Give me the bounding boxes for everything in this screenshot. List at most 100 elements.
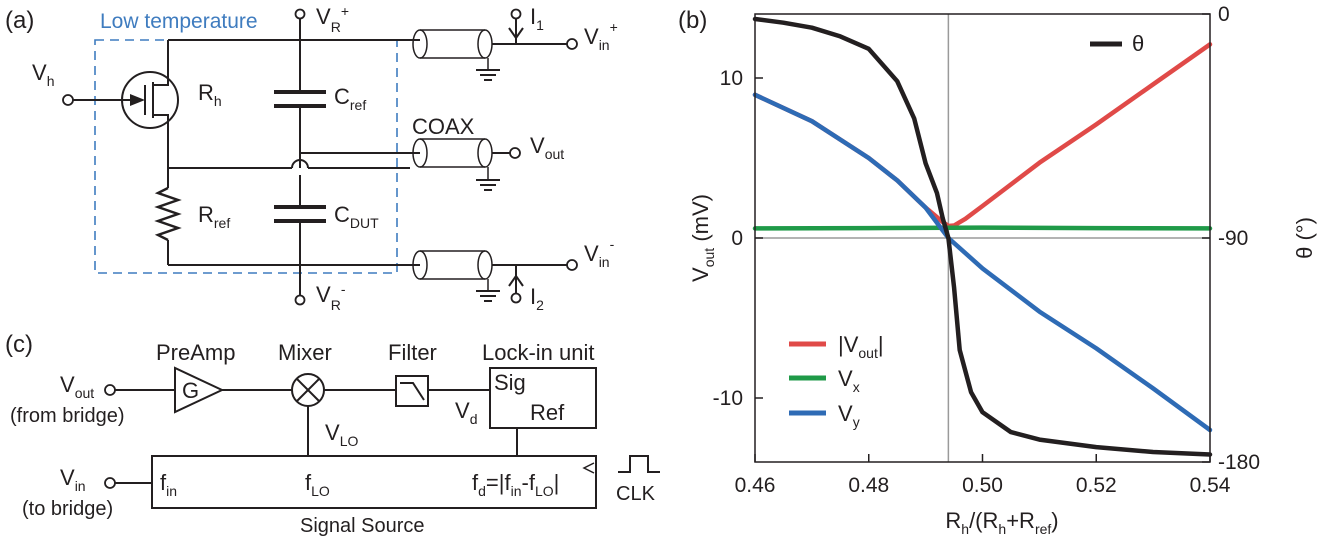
svg-text:G: G	[182, 378, 199, 403]
preamp-symbol: G	[174, 366, 225, 414]
svg-text:VR-: VR-	[316, 281, 346, 313]
rref-label: R	[198, 202, 214, 227]
svg-text:fin: fin	[160, 470, 177, 499]
x-tick-label: 0.50	[962, 474, 1003, 497]
vr-plus-label: V	[316, 4, 331, 29]
x-tick-label: 0.46	[735, 474, 776, 497]
rh-label: R	[198, 80, 214, 105]
lockin-unit-box	[489, 367, 597, 429]
cref-label: C	[334, 84, 350, 109]
clk-input-arrow	[582, 462, 595, 474]
svg-text:Rref: Rref	[198, 202, 230, 231]
legend-theta: θ	[1090, 31, 1144, 56]
svg-text:Vout: Vout	[530, 133, 564, 162]
signal-source-label: Signal Source	[300, 515, 425, 537]
legend-item-vy: Vy	[789, 401, 860, 430]
low-temperature-region	[94, 39, 398, 274]
legend-main: |Vout| Vx Vy	[789, 332, 884, 430]
y2-tick-label: -90	[1218, 227, 1248, 250]
filter-symbol	[395, 375, 429, 407]
capacitor-cref-symbol	[274, 40, 326, 168]
i1-label: I	[530, 4, 536, 29]
mixer-symbol	[291, 373, 325, 407]
y-axis-label: Vout (mV)	[688, 194, 717, 282]
svg-text:Vd: Vd	[455, 398, 477, 427]
plot-area	[752, 13, 1213, 463]
low-temperature-label: Low temperature	[100, 10, 258, 33]
coax-label: COAX	[412, 114, 475, 139]
svg-text:Rh: Rh	[198, 80, 222, 109]
flo-label: f	[305, 470, 312, 495]
vin-plus-label: V	[584, 24, 599, 49]
svg-text:CDUT: CDUT	[334, 202, 379, 231]
svg-text:|Vout|: |Vout|	[838, 332, 884, 361]
lockin-vin-terminal	[104, 477, 116, 489]
svg-text:Vin-: Vin-	[584, 236, 615, 270]
ref-label: Ref	[530, 400, 565, 425]
sig-label: Sig	[494, 370, 526, 395]
svg-text:Cref: Cref	[334, 84, 366, 113]
svg-text:I2: I2	[530, 284, 544, 313]
series-line-vx	[752, 225, 1213, 231]
vin-minus-terminal	[566, 259, 578, 271]
i2-terminal	[510, 292, 522, 304]
panel-a-label: (a)	[5, 7, 34, 34]
x-tick-label: 0.48	[848, 474, 889, 497]
svg-text:Vin: Vin	[60, 465, 86, 494]
y-tick-label: 0	[731, 227, 743, 250]
from-bridge-label: (from bridge)	[10, 405, 124, 427]
svg-text:fd=|fin-fLO|: fd=|fin-fLO|	[472, 470, 559, 499]
y2-axis-label: θ (°)	[1292, 217, 1317, 259]
legend-item-vx: Vx	[789, 366, 860, 395]
capacitor-cdut-symbol	[274, 175, 326, 265]
vh-label: V	[32, 60, 47, 85]
vr-minus-terminal	[294, 294, 306, 306]
svg-text:VR+: VR+	[316, 3, 349, 35]
vr-plus-terminal	[294, 8, 306, 20]
svg-text:Vout: Vout	[60, 372, 94, 401]
y2-tick-label: -180	[1218, 451, 1260, 474]
vh-terminal	[62, 94, 74, 106]
i1-terminal	[510, 8, 522, 20]
coax-cable-bottom	[412, 250, 568, 302]
svg-text:fLO: fLO	[305, 470, 330, 499]
svg-text:Vy: Vy	[838, 401, 860, 430]
transistor-rh-symbol	[121, 40, 179, 168]
cdut-label: C	[334, 202, 350, 227]
panel-b: (b) 0.46 0.48 0.50 0.52 0.54 10 0 -10 0 -90 -180 V…	[678, 3, 1317, 537]
svg-text:I1: I1	[530, 4, 544, 33]
svg-text:VLO: VLO	[325, 420, 358, 449]
lockin-vout-label: V	[60, 372, 75, 397]
series-line-vout	[752, 42, 1213, 229]
panel-c: (c) PreAmp Mixer Filter Lock-in unit Vou…	[5, 331, 660, 537]
axis-ticks: 0.46 0.48 0.50 0.52 0.54 10 0 -10 0 -90 -180	[713, 3, 1260, 497]
y2-tick-label: 0	[1218, 3, 1230, 26]
mixer-label: Mixer	[278, 340, 332, 365]
vlo-label: V	[325, 420, 340, 445]
preamp-label: PreAmp	[156, 340, 235, 365]
panel-a: (a) Low temperature Vh Rh Rref VR+	[5, 3, 618, 313]
legend-item-vout: |Vout|	[789, 332, 884, 361]
panel-c-label: (c)	[5, 331, 33, 358]
y-tick-label: 10	[720, 67, 743, 90]
legend-theta-label: θ	[1132, 31, 1144, 56]
fin-label: f	[160, 470, 167, 495]
vr-minus-label: V	[316, 282, 331, 307]
lockin-vin-label: V	[60, 465, 75, 490]
vd-label: V	[455, 398, 470, 423]
filter-label: Filter	[388, 340, 437, 365]
y-tick-label: -10	[713, 387, 743, 410]
series-line-theta	[752, 16, 1213, 457]
fd-label: f	[472, 470, 479, 495]
coax-cable-middle	[412, 138, 510, 191]
clk-label: CLK	[616, 483, 656, 505]
x-tick-label: 0.52	[1076, 474, 1117, 497]
clk-pulse-symbol	[618, 455, 660, 473]
resistor-rref-symbol	[154, 168, 182, 265]
vin-minus-label: V	[584, 241, 599, 266]
to-bridge-label: (to bridge)	[22, 498, 113, 520]
vin-plus-terminal	[566, 38, 578, 50]
vout-terminal	[509, 147, 521, 159]
i2-label: I	[530, 284, 536, 309]
